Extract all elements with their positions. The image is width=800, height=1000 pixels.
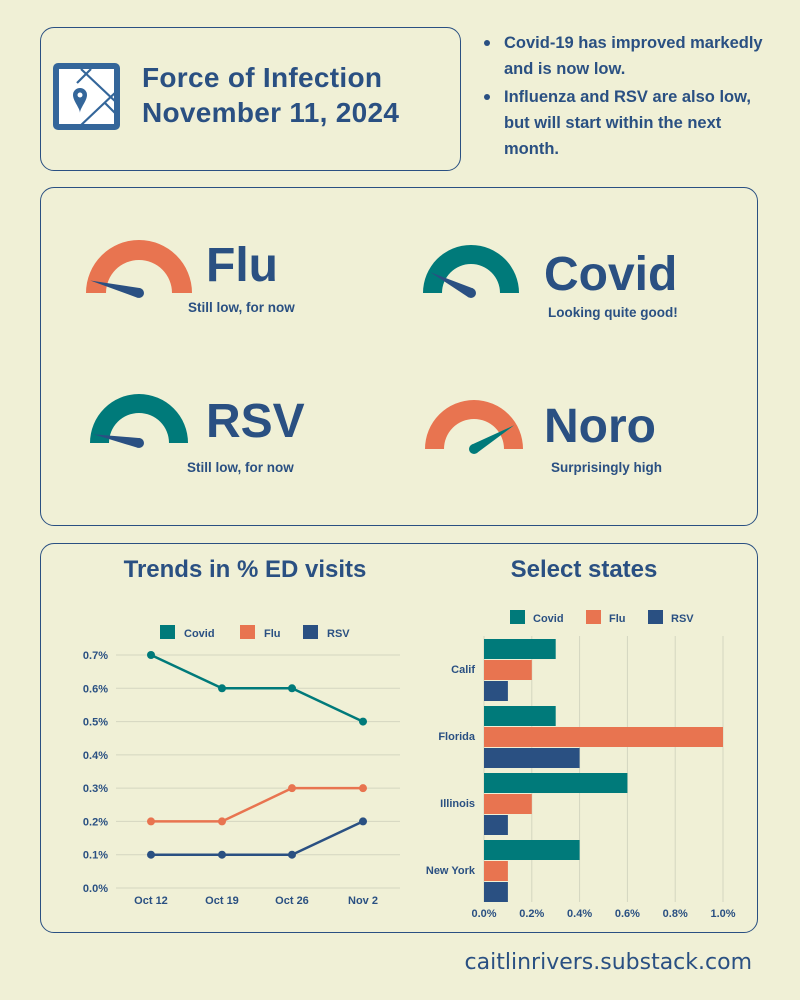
bar-x-tick: 0.0% (471, 908, 496, 920)
bar-rsv (484, 681, 508, 701)
legend-label: Covid (533, 613, 564, 625)
bar-chart-title: Select states (510, 556, 658, 583)
gauge-needle-hub (466, 288, 476, 298)
gauge-arc-covid (423, 245, 519, 293)
gauge-needle-covid (430, 272, 474, 298)
line-y-tick: 0.5% (83, 717, 108, 729)
bar-x-tick: 1.0% (710, 908, 735, 920)
bar-x-tick: 0.8% (663, 908, 688, 920)
bar-category-label: New York (426, 865, 476, 877)
bar-rsv (484, 815, 508, 835)
line-y-tick: 0.7% (83, 650, 108, 662)
gauge-label-flu: Flu (206, 239, 278, 292)
legend-swatch-flu (240, 625, 255, 639)
gauges-card (40, 187, 758, 526)
gauge-arc-noro (425, 400, 523, 449)
bullet-item: Covid-19 has improved markedly and is no… (480, 30, 770, 82)
gauge-needle-noro (471, 425, 515, 454)
gauge-needle-hub (469, 444, 479, 454)
bar-flu (484, 727, 723, 747)
line-y-tick: 0.2% (83, 816, 108, 828)
bullet-item: Influenza and RSV are also low, but will… (480, 84, 770, 162)
gauge-label-rsv: RSV (206, 395, 305, 448)
line-point (359, 717, 367, 726)
gauges (86, 240, 523, 454)
bar-rsv (484, 748, 580, 768)
line-point (288, 684, 296, 693)
line-point (147, 817, 155, 826)
bar-x-tick: 0.6% (615, 908, 640, 920)
line-y-tick: 0.1% (83, 850, 108, 862)
bar-covid (484, 639, 556, 659)
bar-flu (484, 794, 532, 814)
gauge-label-covid: Covid (544, 248, 678, 301)
legend-swatch-rsv (303, 625, 318, 639)
bar-category-label: Calif (451, 664, 475, 676)
line-y-tick: 0.6% (83, 683, 108, 695)
report-date: November 11, 2024 (142, 97, 400, 128)
bar-x-tick: 0.4% (567, 908, 592, 920)
gauge-subtitle-rsv: Still low, for now (187, 460, 294, 475)
line-point (288, 784, 296, 793)
line-point (288, 850, 296, 859)
bar-covid (484, 840, 580, 860)
legend-label: Flu (264, 628, 281, 640)
line-series-rsv (151, 820, 364, 856)
gauge-needle-hub (134, 438, 144, 448)
bar-rsv (484, 882, 508, 902)
gauge-arc-rsv (90, 394, 188, 443)
line-x-tick: Oct 26 (275, 895, 309, 907)
line-y-tick: 0.0% (83, 883, 108, 895)
bar-flu (484, 861, 508, 881)
line-x-tick: Nov 2 (348, 895, 378, 907)
line-point (359, 784, 367, 793)
header-card (40, 27, 461, 171)
legend-label: RSV (671, 613, 694, 625)
line-point (147, 651, 155, 659)
legend-label: Covid (184, 628, 215, 640)
line-point (147, 850, 155, 859)
line-point (218, 817, 226, 826)
line-series-flu (151, 786, 363, 823)
legend-swatch-covid (160, 625, 175, 639)
line-point (218, 850, 226, 859)
gauge-subtitle-flu: Still low, for now (188, 300, 295, 315)
line-chart-title: Trends in % ED visits (123, 556, 367, 583)
legend-swatch-flu (586, 610, 601, 624)
legend-label: RSV (327, 628, 350, 640)
map-pin-icon (53, 63, 120, 130)
gauge-arc-flu (86, 240, 192, 293)
line-point (218, 684, 226, 693)
line-x-tick: Oct 12 (134, 895, 168, 907)
line-y-tick: 0.4% (83, 750, 108, 762)
bar-category-label: Illinois (440, 798, 475, 810)
page-title: Force of Infection (142, 62, 383, 93)
gauge-needle-hub (134, 288, 144, 298)
legend-swatch-rsv (648, 610, 663, 624)
bar-flu (484, 660, 532, 680)
line-y-tick: 0.3% (83, 783, 108, 795)
gauge-needle-flu (90, 280, 141, 298)
gauge-needle-rsv (93, 434, 140, 448)
bar-category-label: Florida (438, 731, 476, 743)
legend-swatch-covid (510, 610, 525, 624)
summary-bullets: Covid-19 has improved markedly and is no… (480, 30, 770, 164)
charts-card (40, 543, 758, 933)
gauge-label-noro: Noro (544, 400, 656, 453)
line-x-tick: Oct 19 (205, 895, 239, 907)
legend-label: Flu (609, 613, 626, 625)
gauge-subtitle-covid: Looking quite good! (548, 305, 678, 320)
charts: 0.0% 0.1% 0.2% 0.3% 0.4% 0.5% 0.6% 0.7% Oct 12 Oc… (83, 610, 736, 920)
bar-covid (484, 773, 628, 793)
bar-covid (484, 706, 556, 726)
line-point (359, 817, 367, 826)
footer-url[interactable]: caitlinrivers.substack.com (464, 950, 752, 975)
gauge-subtitle-noro: Surprisingly high (551, 460, 663, 475)
line-series-covid (150, 653, 364, 723)
bar-x-tick: 0.2% (519, 908, 544, 920)
